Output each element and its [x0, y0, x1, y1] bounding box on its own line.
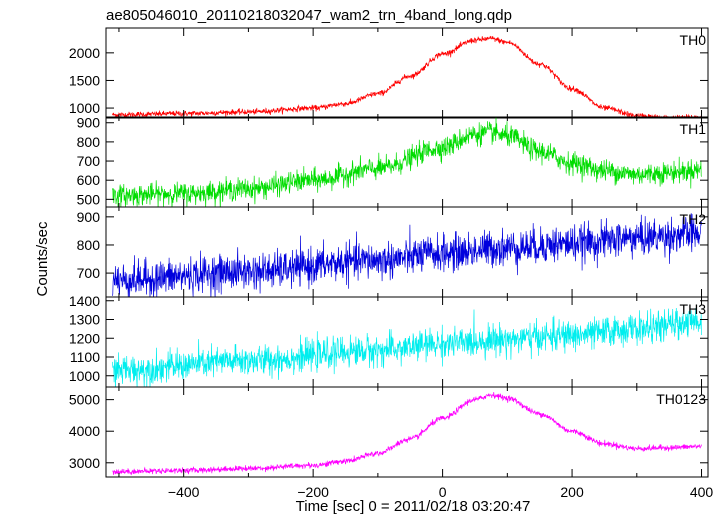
y-tick-label: 2000	[69, 45, 100, 61]
panel-th3: 1000 1100 1200 1300 1400 TH3	[69, 293, 709, 388]
y-tick-label: 700	[77, 153, 101, 169]
y-tick-label: 1200	[69, 330, 100, 346]
y-tick-label: 1300	[69, 312, 100, 328]
y-tick-label: 1000	[69, 368, 100, 384]
panel-label: TH0	[680, 32, 707, 48]
y-tick-label: 1400	[69, 293, 100, 309]
x-tick-label: −200	[297, 484, 329, 500]
y-tick-label: 3000	[69, 455, 100, 471]
y-axis-label: Counts/sec	[34, 221, 51, 297]
series-line-th0123	[112, 392, 702, 476]
panel-th0123: 3000 4000 5000 TH0123	[69, 386, 709, 478]
series-line-th1	[112, 117, 702, 207]
y-tick-label: 600	[77, 172, 101, 188]
x-tick-label: 0	[439, 484, 447, 500]
panel-frame-th0123	[105, 386, 709, 478]
panel-label: TH2	[680, 211, 707, 227]
series-line-th2	[112, 213, 702, 297]
panel-th1: 500 600 700 800 900 TH1	[77, 115, 709, 208]
panel-th2: 700 800 900 TH2	[77, 206, 709, 298]
panel-label: TH1	[680, 121, 707, 137]
x-axis-label: Time [sec] 0 = 2011/02/18 03:20:47	[296, 498, 531, 515]
y-tick-label: 900	[77, 209, 101, 225]
panel-label: TH0123	[656, 391, 706, 407]
series-line-th3	[112, 307, 702, 387]
y-tick-label: 4000	[69, 423, 100, 439]
y-tick-label: 1500	[69, 72, 100, 88]
panel-th0: 1000 1500 2000 TH0	[69, 27, 709, 119]
y-tick-label: 800	[77, 237, 101, 253]
panel-label: TH3	[680, 301, 707, 317]
panel-frame-th0	[105, 27, 709, 119]
chart-title: ae805046010_20110218032047_wam2_trn_4ban…	[106, 7, 512, 24]
y-tick-label: 500	[77, 191, 101, 207]
y-tick-label: 1100	[70, 349, 100, 365]
y-tick-label: 900	[77, 115, 101, 131]
x-tick-label: 400	[690, 484, 714, 500]
x-tick-label: −400	[168, 484, 200, 500]
y-tick-label: 1000	[69, 100, 100, 116]
y-tick-label: 5000	[69, 392, 100, 408]
panel-frame-th3	[105, 296, 709, 388]
x-tick-label: 200	[560, 484, 584, 500]
series-line-th0	[112, 35, 702, 118]
y-tick-label: 800	[77, 134, 101, 150]
y-tick-label: 700	[77, 265, 101, 281]
